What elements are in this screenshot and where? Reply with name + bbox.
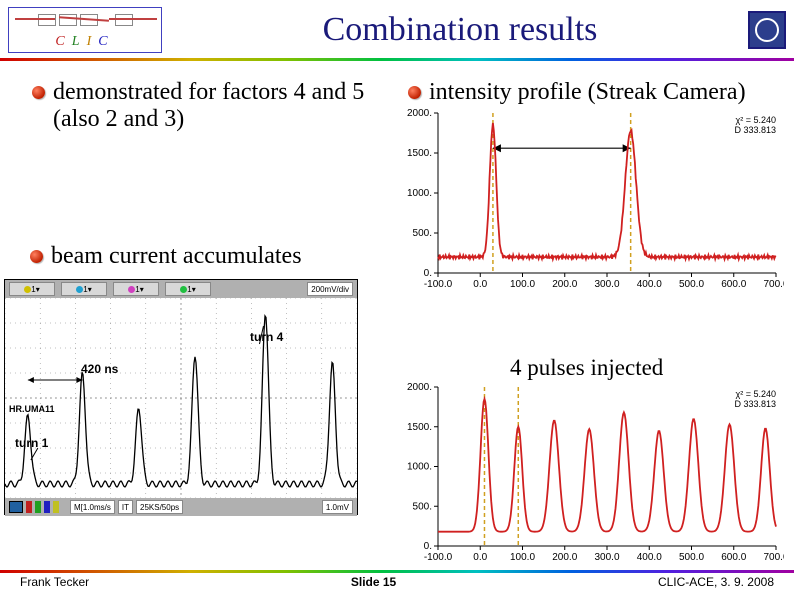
svg-text:D 333.813: D 333.813 bbox=[734, 125, 776, 135]
footer-slide-number: Slide 15 bbox=[351, 575, 396, 589]
svg-text:500.: 500. bbox=[413, 228, 432, 239]
svg-text:700.0: 700.0 bbox=[763, 552, 784, 563]
bullet-icon bbox=[408, 86, 421, 99]
annotation-turn1: turn 1 bbox=[15, 436, 48, 450]
chart-intensity-4: 0. 500. 1000. 1500. 2000. -100.0 0.0 100.0 200.0… bbox=[394, 381, 784, 568]
svg-text:χ² = 5.240: χ² = 5.240 bbox=[736, 389, 777, 399]
svg-text:600.0: 600.0 bbox=[721, 552, 746, 563]
svg-text:-100.0: -100.0 bbox=[424, 279, 453, 290]
footer: Frank Tecker Slide 15 CLIC-ACE, 3. 9. 20… bbox=[0, 570, 794, 596]
footer-event: CLIC-ACE, 3. 9. 2008 bbox=[658, 575, 774, 589]
svg-text:0.0: 0.0 bbox=[473, 552, 487, 563]
svg-text:1000.: 1000. bbox=[407, 188, 432, 199]
svg-text:500.: 500. bbox=[413, 501, 432, 512]
svg-text:D 333.813: D 333.813 bbox=[734, 399, 776, 409]
svg-text:χ² = 5.240: χ² = 5.240 bbox=[736, 115, 777, 125]
annotation-420ns: 420 ns bbox=[81, 362, 118, 376]
bullet-icon bbox=[30, 250, 43, 263]
annotation-hr: HR.UMA11 bbox=[9, 404, 55, 414]
bullet-2: intensity profile (Streak Camera) bbox=[408, 79, 746, 106]
svg-text:200.0: 200.0 bbox=[552, 279, 577, 290]
svg-text:400.0: 400.0 bbox=[637, 279, 662, 290]
svg-text:1000.: 1000. bbox=[407, 462, 432, 473]
svg-text:0.0: 0.0 bbox=[473, 279, 487, 290]
svg-text:200.0: 200.0 bbox=[552, 552, 577, 563]
clic-logo: CLIC bbox=[8, 7, 162, 53]
cern-logo bbox=[748, 11, 786, 49]
svg-text:2000.: 2000. bbox=[407, 108, 432, 119]
content-area: demonstrated for factors 4 and 5 (also 2… bbox=[0, 61, 794, 571]
svg-text:0.: 0. bbox=[424, 268, 432, 279]
svg-text:500.0: 500.0 bbox=[679, 279, 704, 290]
bullet-icon bbox=[32, 86, 45, 99]
svg-text:1500.: 1500. bbox=[407, 148, 432, 159]
svg-text:100.0: 100.0 bbox=[510, 552, 535, 563]
chart-oscilloscope: 1▾ 1▾ 1▾ 1▾ 200mV/div turn 4 420 ns turn… bbox=[4, 279, 358, 515]
svg-text:1500.: 1500. bbox=[407, 422, 432, 433]
annotation-turn4: turn 4 bbox=[250, 330, 283, 344]
footer-author: Frank Tecker bbox=[20, 575, 89, 589]
svg-text:300.0: 300.0 bbox=[594, 279, 619, 290]
svg-text:0.: 0. bbox=[424, 541, 432, 552]
svg-text:2000.: 2000. bbox=[407, 382, 432, 393]
svg-text:400.0: 400.0 bbox=[637, 552, 662, 563]
svg-text:500.0: 500.0 bbox=[679, 552, 704, 563]
bullet-1: demonstrated for factors 4 and 5 (also 2… bbox=[32, 79, 372, 133]
svg-text:600.0: 600.0 bbox=[721, 279, 746, 290]
annotation-4pulses: 4 pulses injected bbox=[510, 355, 663, 381]
svg-text:-100.0: -100.0 bbox=[424, 552, 453, 563]
svg-text:300.0: 300.0 bbox=[594, 552, 619, 563]
svg-text:700.0: 700.0 bbox=[763, 279, 784, 290]
bullet-3: beam current accumulates bbox=[30, 243, 302, 270]
header: CLIC Combination results bbox=[0, 0, 794, 56]
chart-intensity-1: 0. 500. 1000. 1500. 2000. -100.0 0.0 100.0 200.0… bbox=[394, 107, 784, 295]
svg-text:100.0: 100.0 bbox=[510, 279, 535, 290]
slide-title: Combination results bbox=[172, 11, 748, 49]
